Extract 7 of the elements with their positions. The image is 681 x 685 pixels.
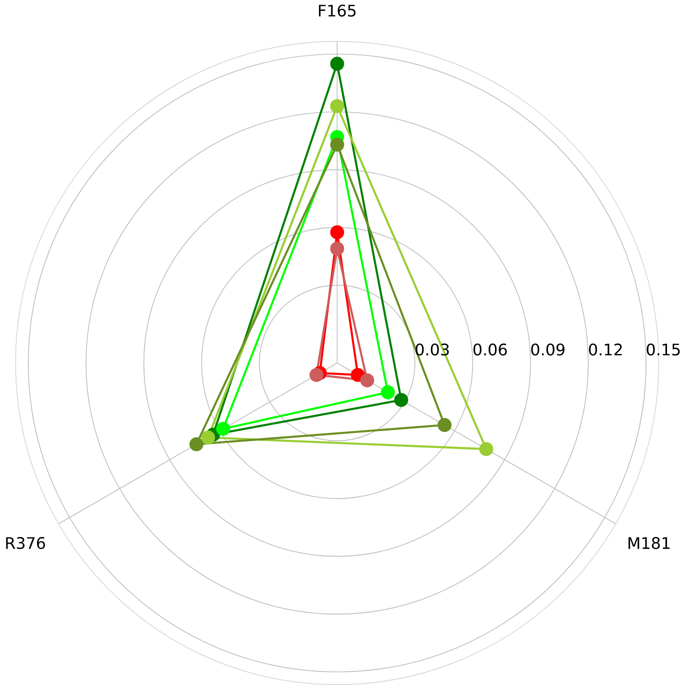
y-tick-label: 0.06 (473, 344, 507, 356)
spoke-label: R376 (6, 537, 45, 550)
spoke-label: M181 (628, 537, 670, 550)
spoke-label: F165 (318, 4, 356, 17)
y-tick-label: 0.15 (646, 344, 680, 356)
y-tick-label: 0.09 (531, 344, 564, 356)
y-tick-label: 0.12 (588, 344, 622, 356)
